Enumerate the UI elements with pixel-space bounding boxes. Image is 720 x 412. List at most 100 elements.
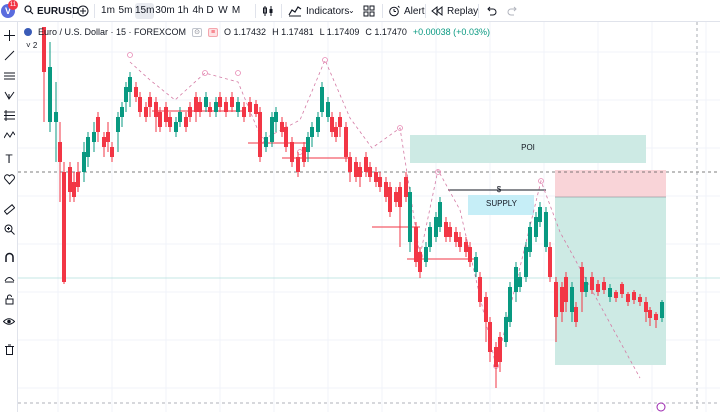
bullish-candle [174,122,178,132]
bearish-candle [164,107,168,122]
timeframe-15m[interactable]: 15m [135,3,154,19]
bullish-candle [660,302,664,318]
drawing-mode-icon[interactable] [0,272,18,286]
bullish-candle [128,77,132,92]
bearish-candle [348,157,352,172]
pivot-marker [202,70,208,76]
price-chart-pane[interactable] [18,22,720,412]
bearish-candle [138,97,142,112]
bearish-candle [144,107,148,117]
bearish-candle [644,302,648,312]
eye-icon[interactable] [0,316,18,330]
bearish-candle [334,127,338,137]
trash-icon[interactable] [0,344,18,358]
text-icon[interactable]: T [5,152,13,166]
timeframe-m[interactable]: M [231,5,241,16]
bullish-candle [508,287,512,322]
symbol-search[interactable]: EURUSD [24,4,79,18]
bullish-candle [528,227,532,252]
horizontal-lines-icon[interactable] [0,70,18,84]
bearish-candle [188,107,192,117]
bearish-candle [358,167,362,177]
bearish-candle [368,167,372,177]
pitchfork-icon[interactable] [0,90,18,104]
magnet-icon[interactable] [0,252,18,266]
legend-low: L 1.17409 [319,27,360,37]
timeframe-w[interactable]: W [218,5,228,16]
candles-icon [263,6,273,16]
pivot-marker [435,169,441,175]
bearish-candle [42,27,46,72]
zoom-icon[interactable] [0,224,18,238]
bearish-candle [632,292,636,300]
bearish-candle [184,117,188,127]
indicators-dropdown-button[interactable]: ⌄ [348,3,355,19]
bearish-candle [394,192,398,202]
legend-more-icon[interactable]: ≡ [208,27,219,37]
pattern-icon[interactable] [0,130,18,144]
bearish-candle [388,187,392,212]
toolbar-divider [425,4,426,18]
bullish-candle [236,102,240,112]
bullish-candle [428,227,432,247]
bearish-candle [378,177,382,187]
chart-type-button[interactable] [262,3,274,19]
bearish-candle [374,172,378,182]
bearish-candle [626,294,630,302]
bullish-candle [82,152,86,172]
timeframe-d[interactable]: D [206,5,214,16]
grid-layout-icon [363,5,375,17]
bearish-candle [354,162,358,177]
fib-retracement-icon[interactable] [0,110,18,124]
toolbar-divider [255,4,256,18]
bearish-candle [498,337,502,362]
supply-label: SUPPLY [486,199,517,208]
indicators-button[interactable]: Indicators [288,3,349,19]
trend-line-icon[interactable] [0,50,18,64]
bearish-candle [194,97,198,112]
timeframe-4h[interactable]: 4h [192,5,204,16]
bearish-candle [110,147,114,157]
compare-symbol-button[interactable] [76,3,90,19]
bearish-candle [224,102,228,112]
legend-open: O 1.17432 [224,27,267,37]
bullish-candle [534,217,538,237]
bearish-candle [602,282,606,290]
account-avatar[interactable]: V 11 [0,0,22,22]
timeframe-1h[interactable]: 1h [177,5,189,16]
bullish-candle [54,112,58,122]
bullish-candle [438,202,442,227]
replay-label: Replay [447,5,479,17]
replay-button[interactable]: Replay [431,3,478,19]
currency-flag-icon [24,28,32,36]
heart-icon[interactable] [0,174,18,188]
bearish-candle [134,87,138,97]
bearish-candle [398,187,402,207]
symbol-label: EURUSD [37,5,80,17]
supply-zone [468,195,534,215]
timeframe-30m[interactable]: 30m [155,5,175,16]
bearish-candle [168,117,172,127]
timeframe-5m[interactable]: 5m [118,5,133,16]
ruler-icon[interactable] [0,204,18,218]
bullish-candle [538,207,542,222]
legend-settings-icon[interactable]: ⊙ [192,27,203,37]
bullish-candle [270,117,274,142]
bearish-candle [464,242,468,252]
crosshair-icon[interactable] [0,30,18,44]
rewind-icon [431,5,443,17]
legend-collapse-toggle[interactable]: ˅ 2 [26,41,38,50]
bullish-candle [320,87,324,112]
alert-button[interactable]: Alert [388,3,425,19]
bearish-candle [218,97,222,107]
timeframe-1m[interactable]: 1m [101,5,115,16]
undo-button[interactable] [485,3,497,19]
bearish-candle [454,232,458,242]
search-icon [24,4,34,18]
bullish-candle [306,137,310,152]
layouts-button[interactable] [363,3,375,19]
lock-icon[interactable] [0,294,18,308]
redo-button[interactable] [507,3,519,19]
chart-canvas[interactable] [18,22,720,412]
bullish-candle [518,277,522,287]
